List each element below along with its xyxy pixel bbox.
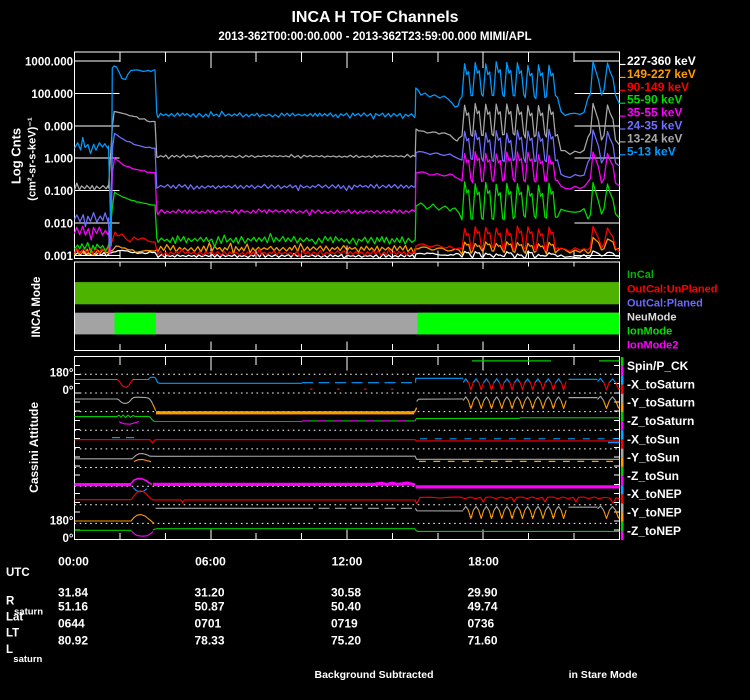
svg-text:24-35 keV: 24-35 keV <box>627 119 682 133</box>
svg-text:UTC: UTC <box>6 567 30 579</box>
svg-text:-X_toSun: -X_toSun <box>627 432 680 446</box>
svg-text:in Stare Mode: in Stare Mode <box>569 669 638 681</box>
svg-text:-Z_toSaturn: -Z_toSaturn <box>627 414 694 428</box>
svg-text:Background Subtracted: Background Subtracted <box>314 669 433 681</box>
svg-text:0.001: 0.001 <box>44 251 73 263</box>
svg-text:-X_toNEP: -X_toNEP <box>627 487 682 501</box>
svg-text:13-24 keV: 13-24 keV <box>627 131 682 145</box>
svg-text:L: L <box>6 644 13 656</box>
svg-text:R: R <box>6 596 15 608</box>
svg-text:55-90 keV: 55-90 keV <box>627 93 682 107</box>
svg-text:180°: 180° <box>50 367 74 379</box>
svg-text:Log Cnts: Log Cnts <box>8 128 23 184</box>
svg-text:-Y_toSun: -Y_toSun <box>627 451 680 465</box>
svg-text:saturn: saturn <box>14 607 43 618</box>
svg-text:100.000: 100.000 <box>31 89 73 101</box>
svg-text:00:00: 00:00 <box>58 555 89 569</box>
svg-text:(cm²-sr-s-keV)⁻¹: (cm²-sr-s-keV)⁻¹ <box>27 117 39 201</box>
svg-text:-Z_toNEP: -Z_toNEP <box>627 524 681 538</box>
svg-text:IonMode2: IonMode2 <box>627 340 678 352</box>
svg-text:50.87: 50.87 <box>195 600 225 614</box>
svg-text:0719: 0719 <box>331 617 358 631</box>
svg-text:2013-362T00:00:00.000 - 2013-3: 2013-362T00:00:00.000 - 2013-362T23:59:0… <box>218 31 531 43</box>
svg-text:saturn: saturn <box>13 654 42 665</box>
svg-text:-Y_toNEP: -Y_toNEP <box>627 506 682 520</box>
svg-text:1.000: 1.000 <box>44 154 73 166</box>
svg-text:12:00: 12:00 <box>332 555 363 569</box>
svg-text:LT: LT <box>6 627 19 639</box>
svg-text:Lat: Lat <box>6 612 23 624</box>
svg-text:227-360 keV: 227-360 keV <box>627 54 696 68</box>
svg-text:49.74: 49.74 <box>468 600 498 614</box>
svg-text:90-149 keV: 90-149 keV <box>627 80 689 94</box>
svg-text:INCA H TOF Channels: INCA H TOF Channels <box>291 9 458 26</box>
svg-text:NeuMode: NeuMode <box>627 312 677 324</box>
svg-text:-Y_toSaturn: -Y_toSaturn <box>627 396 695 410</box>
svg-text:50.40: 50.40 <box>331 600 361 614</box>
svg-text:0736: 0736 <box>468 617 495 631</box>
svg-text:35-55 keV: 35-55 keV <box>627 106 682 120</box>
svg-text:149-227 keV: 149-227 keV <box>627 67 696 81</box>
svg-text:5-13 keV: 5-13 keV <box>627 144 676 158</box>
svg-text:71.60: 71.60 <box>468 633 498 647</box>
svg-text:-X_toSaturn: -X_toSaturn <box>627 377 695 391</box>
svg-text:0.000: 0.000 <box>44 121 73 133</box>
svg-text:18:00: 18:00 <box>468 555 499 569</box>
svg-text:INCA Mode: INCA Mode <box>31 277 43 338</box>
svg-text:29.90: 29.90 <box>468 585 498 599</box>
svg-text:0°: 0° <box>63 385 74 397</box>
svg-text:31.20: 31.20 <box>195 585 225 599</box>
svg-text:31.84: 31.84 <box>58 585 88 599</box>
svg-text:InCal: InCal <box>627 269 654 281</box>
svg-text:78.33: 78.33 <box>195 633 225 647</box>
svg-text:30.58: 30.58 <box>331 585 361 599</box>
svg-text:Cassini Attitude: Cassini Attitude <box>27 402 41 493</box>
svg-text:06:00: 06:00 <box>195 555 226 569</box>
svg-text:51.16: 51.16 <box>58 600 88 614</box>
svg-text:Spin/P_CK: Spin/P_CK <box>627 359 689 373</box>
svg-text:0°: 0° <box>63 533 74 545</box>
svg-text:OutCal:UnPlaned: OutCal:UnPlaned <box>627 283 717 295</box>
svg-text:OutCal:Planed: OutCal:Planed <box>627 297 703 309</box>
svg-text:0701: 0701 <box>195 617 222 631</box>
svg-text:0644: 0644 <box>58 617 85 631</box>
svg-text:75.20: 75.20 <box>331 633 361 647</box>
svg-text:0.100: 0.100 <box>44 186 73 198</box>
svg-text:1000.000: 1000.000 <box>25 57 73 69</box>
svg-text:-Z_toSun: -Z_toSun <box>627 469 679 483</box>
svg-text:IonMode: IonMode <box>627 326 672 338</box>
svg-text:0.010: 0.010 <box>44 219 73 231</box>
svg-text:180°: 180° <box>50 516 74 528</box>
svg-text:80.92: 80.92 <box>58 633 88 647</box>
